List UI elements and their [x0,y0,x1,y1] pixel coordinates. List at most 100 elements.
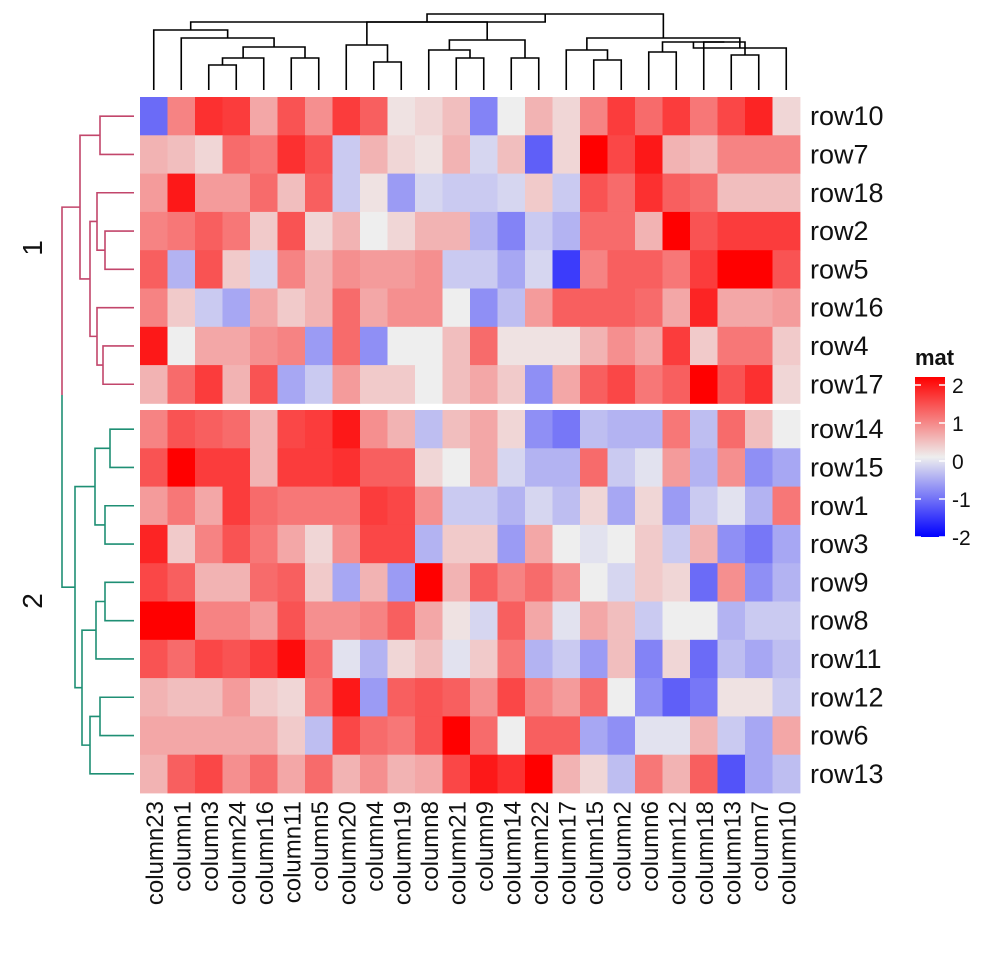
column-label: column23 [142,801,169,905]
heatmap-cell [772,448,801,487]
heatmap-cell [552,639,581,679]
heatmap-cell [195,410,223,449]
heatmap-cell [222,678,251,717]
dendrogram-branch [702,41,746,90]
heatmap-cell [167,288,196,328]
row-split-label-2: 2 [17,593,48,609]
heatmap-cell [497,639,526,679]
column-label: column4 [362,801,389,892]
heatmap-cell [497,97,526,136]
heatmap-cell [415,97,443,136]
dendrogram-branch [345,44,389,90]
heatmap-cell [332,639,361,679]
heatmap-cell [387,716,416,756]
dendrogram-branch [61,206,80,395]
heatmap-cell [497,563,526,602]
heatmap-cell [470,448,498,487]
heatmap-cell [167,173,196,213]
heatmap-cell [497,678,526,717]
heatmap-cell [525,639,553,679]
heatmap-cell [772,135,801,174]
legend-tick-label: 1 [952,413,964,436]
heatmap-cell [525,601,553,641]
column-label: column6 [637,801,664,892]
dendrogram-branch [95,600,134,660]
heatmap-cell [552,448,581,487]
heatmap-cell [222,211,251,251]
heatmap-cell [195,601,223,641]
heatmap-cell [415,288,443,328]
heatmap-cell [305,678,333,717]
heatmap-cell [690,448,718,487]
heatmap-cell [387,754,416,794]
heatmap-cell [387,601,416,641]
heatmap-cell [140,678,168,717]
heatmap-cell [360,639,388,679]
dendrogram-branch [448,39,526,58]
heatmap-cell [662,97,691,136]
heatmap-cell [167,716,196,756]
heatmap-cell [442,639,471,679]
heatmap-cell [140,639,168,679]
heatmap-cell [140,563,168,602]
heatmap-cell [167,524,196,564]
heatmap-cell [772,250,801,289]
heatmap-cell [387,486,416,526]
heatmap-cell [635,754,663,794]
legend-tick-label: 2 [952,375,964,398]
heatmap-cell [277,326,306,366]
column-label: column3 [197,801,224,892]
dendrogram-branch [647,51,678,90]
heatmap-cell [140,410,168,449]
dendrogram-branch [730,54,760,90]
heatmap-cell [772,563,801,602]
heatmap-cell [552,135,581,174]
heatmap-cell [552,524,581,564]
heatmap-cell [442,563,471,602]
heatmap-cell [360,135,388,174]
heatmap-cell [497,250,526,289]
dendrogram-branch [94,447,110,526]
heatmap-cell [332,563,361,602]
heatmap-cell [195,524,223,564]
heatmap-cell [360,486,388,526]
heatmap-cell [607,173,636,213]
heatmap-cell [470,410,498,449]
dendrogram-branch [104,230,134,271]
dendrogram-branch [99,696,134,737]
heatmap-cell [662,326,691,366]
heatmap-cell [250,754,278,794]
heatmap-cell [470,365,498,404]
heatmap-cell [525,173,553,213]
heatmap-cell [635,250,663,289]
heatmap-cell [250,288,278,328]
heatmap-cell [222,486,251,526]
heatmap-cell [745,754,773,794]
heatmap-cell [360,563,388,602]
heatmap-cell [525,678,553,717]
heatmap-cell [525,754,553,794]
heatmap-cell [497,326,526,366]
heatmap-cell [717,639,746,679]
heatmap-cell [717,173,746,213]
heatmap-cell [772,288,801,328]
heatmap-cell [745,365,773,404]
heatmap-cell [470,524,498,564]
heatmap-cell [195,288,223,328]
heatmap-cell [525,524,553,564]
heatmap-cell [250,524,278,564]
heatmap-cell [442,135,471,174]
heatmap-cell [690,639,718,679]
heatmap-cell [305,365,333,404]
heatmap-cell [305,486,333,526]
heatmap-cell [167,410,196,449]
heatmap-cell [690,326,718,366]
heatmap-cell [222,563,251,602]
heatmap-cell [167,211,196,251]
heatmap-cell [552,173,581,213]
row-label: row3 [810,529,869,559]
heatmap-cell [717,97,746,136]
row-label: row9 [810,567,869,597]
dendrogram-branch [102,345,134,386]
heatmap-cell [690,288,718,328]
